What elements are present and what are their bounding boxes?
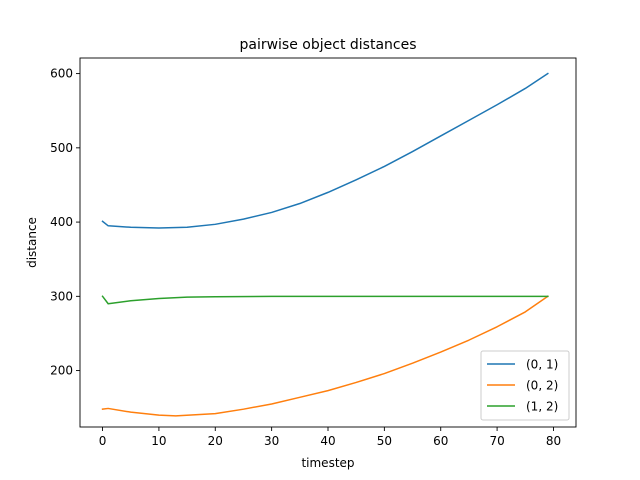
- y-axis-label: distance: [25, 217, 39, 268]
- x-tick-label: 70: [489, 434, 504, 448]
- x-axis: 0 10 20 30 40 50 60 70 80: [99, 427, 561, 448]
- x-tick-label: 60: [433, 434, 448, 448]
- x-tick-label: 30: [264, 434, 279, 448]
- y-tick-label: 400: [50, 215, 73, 229]
- series-line-0: [101, 72, 549, 229]
- y-tick-label: 200: [50, 364, 73, 378]
- legend-label-0: (0, 1): [526, 358, 558, 372]
- legend-label-1: (0, 2): [526, 379, 558, 393]
- series-layer: [101, 72, 549, 417]
- y-tick-label: 600: [50, 67, 73, 81]
- legend-box: [480, 350, 570, 421]
- y-tick-label: 300: [50, 289, 73, 303]
- x-tick-label: 0: [99, 434, 107, 448]
- x-tick-label: 20: [208, 434, 223, 448]
- legend-label-2: (1, 2): [526, 400, 558, 414]
- x-tick-label: 40: [320, 434, 335, 448]
- x-tick-label: 80: [546, 434, 561, 448]
- legend: (0, 1) (0, 2) (1, 2): [480, 350, 570, 421]
- x-tick-label: 50: [377, 434, 392, 448]
- series-line-2: [101, 295, 549, 305]
- y-tick-label: 500: [50, 141, 73, 155]
- chart-title: pairwise object distances: [239, 37, 416, 53]
- y-axis: 200 300 400 500 600: [50, 67, 80, 378]
- x-axis-label: timestep: [301, 456, 354, 470]
- x-tick-label: 10: [151, 434, 166, 448]
- series-line-1: [101, 295, 549, 417]
